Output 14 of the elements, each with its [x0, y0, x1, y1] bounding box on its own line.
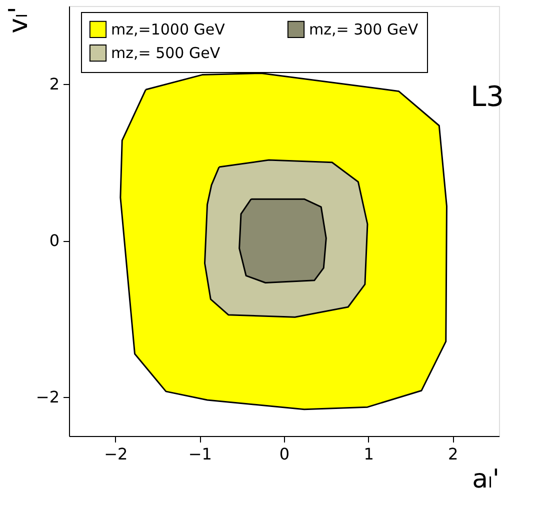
x-tick-label: −2	[104, 444, 128, 464]
x-axis-title: aₗ'	[472, 464, 500, 494]
legend-label: mz,=1000 GeV	[111, 20, 226, 38]
y-axis-title: vₗ'	[4, 6, 34, 34]
x-tick-label: 1	[364, 444, 374, 464]
y-tick-label: 0	[49, 231, 60, 250]
annotation: L3	[470, 80, 504, 113]
x-tick-label: 0	[279, 444, 290, 464]
x-tick-label: −1	[188, 444, 212, 464]
y-tick-label: 2	[49, 74, 60, 94]
x-tick-label: 2	[448, 444, 458, 464]
y-tick-label: −2	[36, 387, 60, 406]
legend-label: mz,= 500 GeV	[111, 44, 221, 62]
legend-label: mz,= 300 GeV	[309, 20, 419, 38]
